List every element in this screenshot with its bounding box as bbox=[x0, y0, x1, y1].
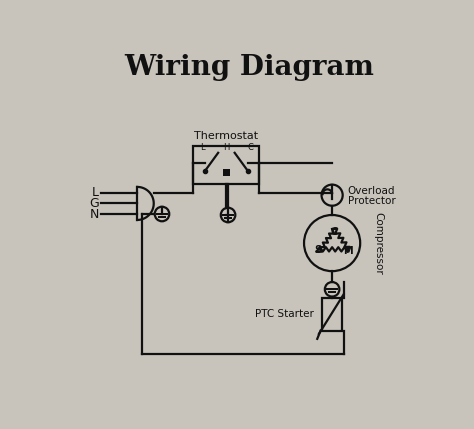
Text: N: N bbox=[90, 208, 99, 221]
Text: C: C bbox=[247, 142, 254, 151]
Text: H: H bbox=[223, 142, 229, 151]
Text: Overload: Overload bbox=[347, 186, 395, 196]
Text: PTC Starter: PTC Starter bbox=[255, 309, 314, 319]
Text: C: C bbox=[330, 227, 337, 237]
Bar bbox=[223, 169, 230, 176]
Text: L: L bbox=[200, 142, 205, 151]
Bar bbox=[193, 145, 259, 184]
Text: Thermostat: Thermostat bbox=[194, 131, 258, 141]
Text: L: L bbox=[92, 186, 99, 199]
Text: Compressor: Compressor bbox=[374, 211, 383, 275]
Bar bbox=[322, 298, 342, 331]
Text: M: M bbox=[343, 246, 352, 256]
Text: G: G bbox=[89, 197, 99, 210]
Text: Wiring Diagram: Wiring Diagram bbox=[125, 54, 374, 82]
Text: Protector: Protector bbox=[347, 196, 395, 206]
Text: S: S bbox=[314, 245, 321, 255]
